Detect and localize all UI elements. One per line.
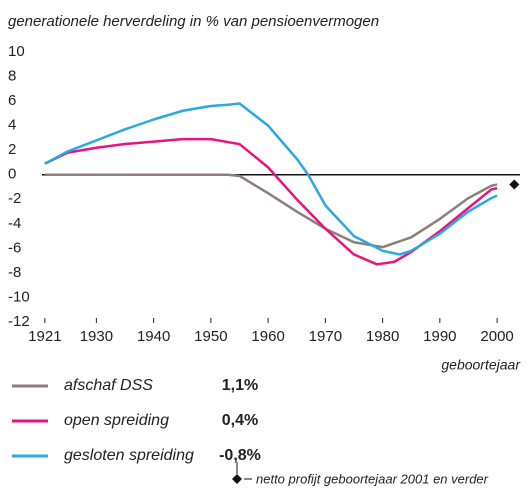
- y-tick-label: 2: [8, 141, 16, 158]
- x-tick-label: 1970: [309, 328, 342, 345]
- y-tick-label: -12: [8, 313, 30, 330]
- legend-value: 1,1%: [222, 377, 258, 394]
- series-line: [44, 137, 498, 266]
- marker: [509, 179, 520, 190]
- y-tick-label: -2: [8, 190, 21, 207]
- x-axis-label: geboortejaar: [441, 357, 521, 373]
- legend-value: -0,8%: [219, 447, 261, 464]
- legend-value: 0,4%: [222, 412, 258, 429]
- x-tick-label: 1940: [137, 328, 170, 345]
- y-tick-label: -10: [8, 288, 30, 305]
- y-tick-label: 10: [8, 43, 25, 60]
- y-tick-label: -6: [8, 239, 21, 256]
- footnote: netto profijt geboortejaar 2001 en verde…: [256, 471, 489, 486]
- y-tick-label: 6: [8, 92, 16, 109]
- y-tick-label: -8: [8, 264, 21, 281]
- x-tick-label: 1980: [366, 328, 399, 345]
- legend-label: afschaf DSS: [64, 377, 153, 394]
- y-tick-label: 0: [8, 166, 16, 183]
- x-tick-label: 1930: [80, 328, 113, 345]
- x-tick-label: 1990: [423, 328, 456, 345]
- series-line: [44, 173, 498, 249]
- legend-label: open spreiding: [64, 412, 169, 429]
- x-tick-label: 2000: [480, 328, 513, 345]
- y-tick-label: 4: [8, 117, 16, 134]
- legend-label: gesloten spreiding: [64, 447, 194, 464]
- series-line: [44, 102, 498, 256]
- x-tick-label: 1960: [251, 328, 284, 345]
- x-tick-label: 1921: [28, 328, 61, 345]
- y-tick-label: 8: [8, 68, 16, 85]
- chart-title: generationele herverdeling in % van pens…: [8, 13, 379, 30]
- footnote-marker: [232, 474, 242, 484]
- x-tick-label: 1950: [194, 328, 227, 345]
- y-tick-label: -4: [8, 215, 21, 232]
